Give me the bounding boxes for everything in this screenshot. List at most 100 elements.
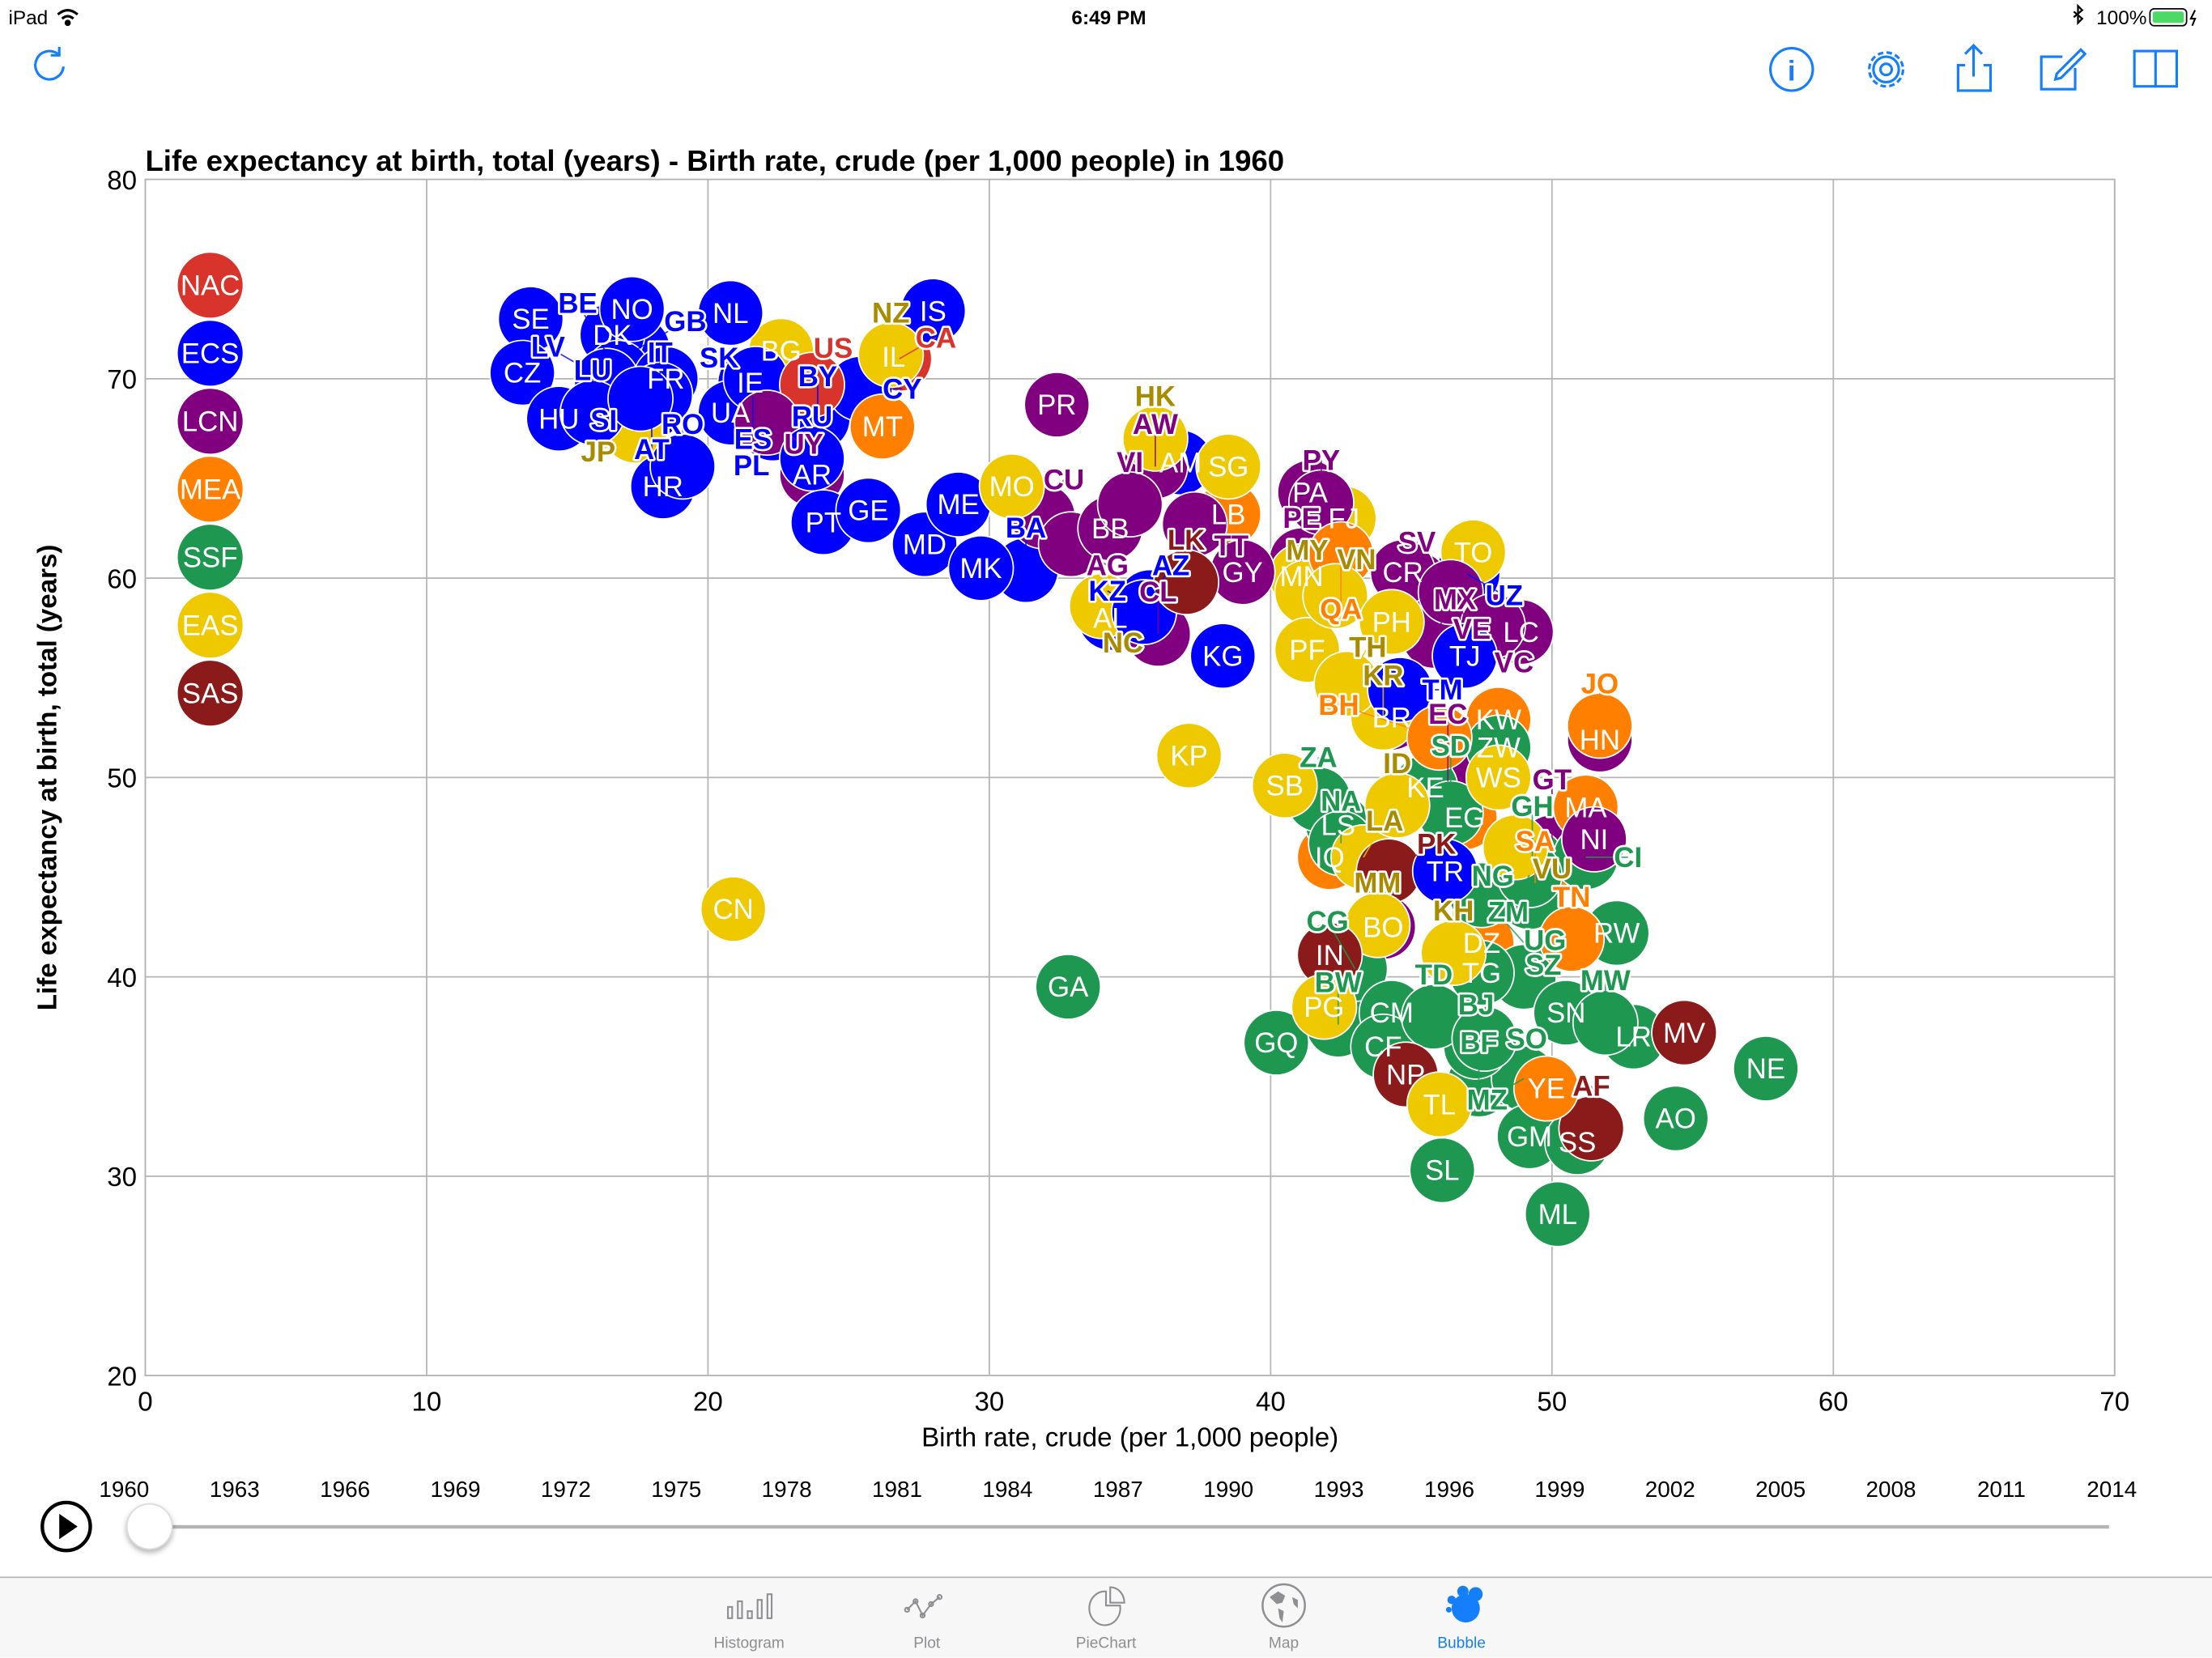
bubble-label: KZ xyxy=(1089,576,1126,607)
tab-piechart[interactable]: PieChart xyxy=(1076,1586,1137,1652)
x-tick-label: 10 xyxy=(412,1388,442,1418)
bubble-ao[interactable] xyxy=(1642,1085,1709,1152)
tab-bubble[interactable]: Bubble xyxy=(1437,1585,1486,1652)
bubble-kg[interactable] xyxy=(1189,623,1257,690)
legend-label: NAC xyxy=(181,270,240,302)
bubble-tj[interactable] xyxy=(1431,623,1499,690)
bubble-label: KH xyxy=(1433,895,1474,927)
refresh-button[interactable] xyxy=(34,46,65,81)
bubble-marker xyxy=(849,393,916,460)
bubble-pr[interactable] xyxy=(1023,371,1091,438)
bubble-sg[interactable] xyxy=(1195,433,1262,500)
settings-button[interactable] xyxy=(1868,51,1904,88)
bubble-label: JO xyxy=(1581,668,1619,699)
bubble-label: NC xyxy=(1103,627,1143,659)
legend-item-mea[interactable]: MEA xyxy=(177,457,243,522)
label-leader-line xyxy=(1467,573,1505,597)
globe-icon xyxy=(1261,1583,1306,1628)
tab-histogram[interactable]: Histogram xyxy=(714,1593,785,1652)
bubble-tl[interactable] xyxy=(1406,1071,1473,1138)
reader-button[interactable] xyxy=(2133,49,2179,88)
line-plot-icon xyxy=(904,1594,943,1619)
bubble-ph[interactable] xyxy=(1358,589,1425,656)
bubble-ye[interactable] xyxy=(1512,1055,1580,1122)
share-button[interactable] xyxy=(1956,43,1993,92)
bubble-label: EG xyxy=(1444,802,1485,834)
bubble-label: VN xyxy=(1337,544,1376,576)
label-leader-line xyxy=(1042,479,1065,517)
bubble-label: BE xyxy=(558,288,597,320)
chart-title: Life expectancy at birth, total (years) … xyxy=(145,144,1284,177)
bubble-mk[interactable] xyxy=(947,534,1015,602)
legend-item-ssf[interactable]: SSF xyxy=(177,525,243,590)
bubble-label: CN xyxy=(713,894,754,925)
bubble-marker xyxy=(697,279,764,346)
bubble-marker xyxy=(489,339,556,406)
tab-plot[interactable]: Plot xyxy=(904,1594,943,1652)
year-slider-track[interactable] xyxy=(147,1524,2109,1529)
bubble-no[interactable] xyxy=(598,275,666,342)
bubble-ws[interactable] xyxy=(1465,744,1532,811)
tab-map[interactable]: Map xyxy=(1261,1583,1306,1652)
bubble-tr[interactable] xyxy=(1411,838,1478,905)
bubble-label: KP xyxy=(1170,741,1207,772)
legend-item-lcn[interactable]: LCN xyxy=(177,389,243,454)
bubble-label: CA xyxy=(916,322,956,354)
legend-label: SAS xyxy=(182,678,239,709)
legend-item-sas[interactable]: SAS xyxy=(177,661,243,726)
bubble-label: SD xyxy=(1431,730,1470,762)
bubble-sl[interactable] xyxy=(1409,1137,1476,1204)
bubble-label: NP xyxy=(1386,1060,1425,1091)
label-leader-line xyxy=(1515,846,1553,869)
bubble-marker xyxy=(1431,623,1499,690)
bubble-label: VC xyxy=(1495,648,1534,679)
bubble-pg[interactable] xyxy=(1291,973,1358,1040)
refresh-arrowhead-icon xyxy=(50,46,61,57)
bubble-mt[interactable] xyxy=(849,393,916,460)
bubble-ge[interactable] xyxy=(835,477,902,544)
bubble-is[interactable] xyxy=(900,278,967,345)
x-tick-label: 40 xyxy=(1256,1388,1286,1418)
label-leader-line xyxy=(547,346,607,382)
bubble-ml[interactable] xyxy=(1524,1180,1591,1248)
info-button[interactable]: i xyxy=(1769,47,1814,92)
bubble-cz[interactable] xyxy=(489,339,556,406)
bubble-nl[interactable] xyxy=(697,279,764,346)
bubble-marker xyxy=(1291,973,1358,1040)
legend-marker xyxy=(177,321,243,386)
bubble-marker xyxy=(1406,1071,1473,1138)
bubble-mo[interactable] xyxy=(978,453,1045,520)
year-label: 2005 xyxy=(1755,1477,1806,1502)
bubble-label: BO xyxy=(1363,912,1403,943)
bubble-ga[interactable] xyxy=(1035,954,1102,1020)
pie-chart-icon xyxy=(1088,1586,1125,1626)
bubble-ne[interactable] xyxy=(1732,1035,1799,1102)
bubble-label: PE xyxy=(1283,503,1320,534)
bubble-kp[interactable] xyxy=(1155,722,1223,789)
bubble-sb[interactable] xyxy=(1251,752,1318,819)
compose-button[interactable] xyxy=(2040,48,2087,91)
bubble-cn[interactable] xyxy=(700,875,767,942)
bubble-label: AT xyxy=(634,434,670,466)
bubble-label: RO xyxy=(661,409,704,440)
bubble-mv[interactable] xyxy=(1651,999,1718,1066)
x-tick-label: 70 xyxy=(2099,1388,2129,1418)
bubble-label: UY xyxy=(784,428,823,460)
bubble-label: SB xyxy=(1266,770,1303,801)
year-slider-thumb[interactable] xyxy=(125,1503,173,1550)
bubble-marker xyxy=(700,875,767,942)
bubble-label: NE xyxy=(1746,1053,1785,1085)
bubble-gq[interactable] xyxy=(1243,1009,1310,1076)
bubble-label: PH xyxy=(1372,607,1411,639)
bubble-label: BF xyxy=(1460,1027,1497,1059)
legend-item-ecs[interactable]: ECS xyxy=(177,321,243,386)
label-leader-line xyxy=(1194,523,1232,546)
legend-item-eas[interactable]: EAS xyxy=(177,593,243,658)
legend-item-nac[interactable]: NAC xyxy=(177,253,243,318)
bubble-label: ME xyxy=(938,489,980,521)
bubble-label: MD xyxy=(903,529,946,560)
label-leader-line xyxy=(766,422,805,444)
play-button[interactable] xyxy=(40,1500,92,1553)
bubble-label: PT xyxy=(806,507,842,538)
bubble-ni[interactable] xyxy=(1561,806,1627,873)
